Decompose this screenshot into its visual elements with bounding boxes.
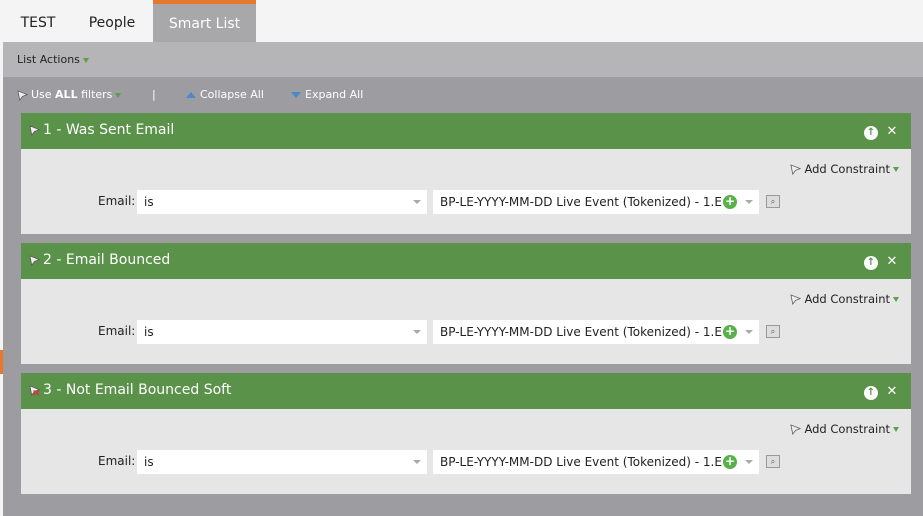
filter-header[interactable]: 3 - Not Email Bounced Soft ↑ ✕ <box>21 373 911 409</box>
smart-list-canvas: Use ALL filters | Collapse All Expand Al… <box>3 77 923 516</box>
lookup-icon[interactable]: ⌕ <box>766 455 780 468</box>
use-prefix: Use <box>31 88 56 101</box>
chevron-down-icon <box>745 330 753 334</box>
filter-header[interactable]: 1 - Was Sent Email ↑ ✕ <box>21 113 911 149</box>
funnel-negated-icon <box>29 384 40 396</box>
add-value-icon[interactable]: + <box>723 324 737 339</box>
email-value: BP-LE-YYYY-MM-DD Live Event (Tokenized) … <box>440 325 722 339</box>
funnel-icon <box>17 89 28 101</box>
filter-body: Add Constraint Email: is BP-LE-YYYY-MM-D… <box>21 279 911 364</box>
tab-bar: TEST People Smart List <box>0 0 923 42</box>
funnel-icon <box>790 164 802 175</box>
dropdown-arrow-icon <box>115 92 122 98</box>
filter-body: Add Constraint Email: is BP-LE-YYYY-MM-D… <box>21 149 911 234</box>
collapse-all-button[interactable]: Collapse All <box>186 88 264 101</box>
dropdown-arrow-icon <box>893 297 899 302</box>
list-actions-label: List Actions <box>17 53 80 66</box>
add-constraint-menu[interactable]: Add Constraint <box>790 162 899 176</box>
add-constraint-label: Add Constraint <box>804 422 890 436</box>
add-constraint-menu[interactable]: Add Constraint <box>790 422 899 436</box>
email-value-select[interactable]: BP-LE-YYYY-MM-DD Live Event (Tokenized) … <box>433 450 759 474</box>
close-icon[interactable]: ✕ <box>886 384 898 399</box>
move-up-icon[interactable]: ↑ <box>864 256 878 270</box>
filter-header[interactable]: 2 - Email Bounced ↑ ✕ <box>21 243 911 279</box>
field-label: Email: <box>98 454 136 468</box>
add-value-icon[interactable]: + <box>723 454 737 469</box>
funnel-icon <box>790 294 802 305</box>
funnel-icon <box>29 124 40 136</box>
operator-select[interactable]: is <box>137 450 427 474</box>
expand-all-button[interactable]: Expand All <box>291 88 363 101</box>
filter-title: 1 - Was Sent Email <box>43 122 175 138</box>
tab-smart-list[interactable]: Smart List <box>153 0 256 42</box>
lookup-icon[interactable]: ⌕ <box>766 325 780 338</box>
filter-box: 3 - Not Email Bounced Soft ↑ ✕ Add Constr… <box>21 373 911 494</box>
chevron-down-icon <box>745 200 753 204</box>
tab-test[interactable]: TEST <box>20 15 56 31</box>
add-constraint-label: Add Constraint <box>804 292 890 306</box>
email-value: BP-LE-YYYY-MM-DD Live Event (Tokenized) … <box>440 455 722 469</box>
lookup-icon[interactable]: ⌕ <box>766 195 780 208</box>
tab-people[interactable]: People <box>88 15 136 31</box>
chevron-down-icon <box>413 200 421 204</box>
list-actions-menu[interactable]: List Actions <box>17 53 89 66</box>
chevron-down-icon <box>413 330 421 334</box>
dropdown-arrow-icon <box>82 57 89 63</box>
chevron-down-icon <box>745 460 753 464</box>
triangle-up-icon <box>186 92 196 98</box>
operator-value: is <box>144 455 154 469</box>
dropdown-arrow-icon <box>893 167 899 172</box>
operator-value: is <box>144 195 154 209</box>
use-bold: ALL <box>55 88 78 101</box>
triangle-down-icon <box>291 92 301 98</box>
filter-box: 1 - Was Sent Email ↑ ✕ Add Constraint Ema… <box>21 113 911 234</box>
collapse-all-label: Collapse All <box>200 88 264 101</box>
move-up-icon[interactable]: ↑ <box>864 386 878 400</box>
email-value-select[interactable]: BP-LE-YYYY-MM-DD Live Event (Tokenized) … <box>433 320 759 344</box>
add-constraint-label: Add Constraint <box>804 162 890 176</box>
field-label: Email: <box>98 194 136 208</box>
use-suffix: filters <box>77 88 113 101</box>
funnel-icon <box>790 424 802 435</box>
use-all-filters-menu[interactable]: Use ALL filters <box>17 88 122 101</box>
filter-box: 2 - Email Bounced ↑ ✕ Add Constraint Emai… <box>21 243 911 364</box>
filter-body: Add Constraint Email: is BP-LE-YYYY-MM-D… <box>21 409 911 494</box>
toolbar-separator: | <box>152 88 156 101</box>
close-icon[interactable]: ✕ <box>886 254 898 269</box>
close-icon[interactable]: ✕ <box>886 124 898 139</box>
field-label: Email: <box>98 324 136 338</box>
email-value: BP-LE-YYYY-MM-DD Live Event (Tokenized) … <box>440 195 722 209</box>
operator-value: is <box>144 325 154 339</box>
operator-select[interactable]: is <box>137 190 427 214</box>
dropdown-arrow-icon <box>893 427 899 432</box>
funnel-icon <box>29 254 40 266</box>
list-actions-bar: List Actions <box>3 42 923 77</box>
chevron-down-icon <box>413 460 421 464</box>
move-up-icon[interactable]: ↑ <box>864 126 878 140</box>
filter-title: 2 - Email Bounced <box>43 252 171 268</box>
email-value-select[interactable]: BP-LE-YYYY-MM-DD Live Event (Tokenized) … <box>433 190 759 214</box>
add-value-icon[interactable]: + <box>723 194 737 209</box>
expand-all-label: Expand All <box>305 88 364 101</box>
add-constraint-menu[interactable]: Add Constraint <box>790 292 899 306</box>
filter-title: 3 - Not Email Bounced Soft <box>43 382 232 398</box>
side-marker <box>0 350 3 374</box>
operator-select[interactable]: is <box>137 320 427 344</box>
